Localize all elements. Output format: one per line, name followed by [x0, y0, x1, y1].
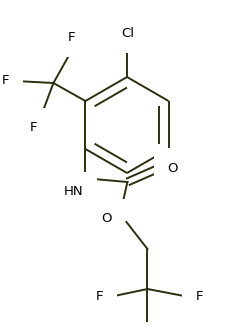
- Text: O: O: [168, 161, 178, 175]
- Text: F: F: [195, 290, 203, 304]
- Text: F: F: [96, 290, 104, 304]
- Text: O: O: [101, 212, 111, 225]
- Text: HN: HN: [64, 185, 84, 198]
- Text: Cl: Cl: [121, 27, 135, 40]
- Text: F: F: [30, 121, 37, 134]
- Text: F: F: [68, 31, 75, 44]
- Text: F: F: [2, 74, 10, 87]
